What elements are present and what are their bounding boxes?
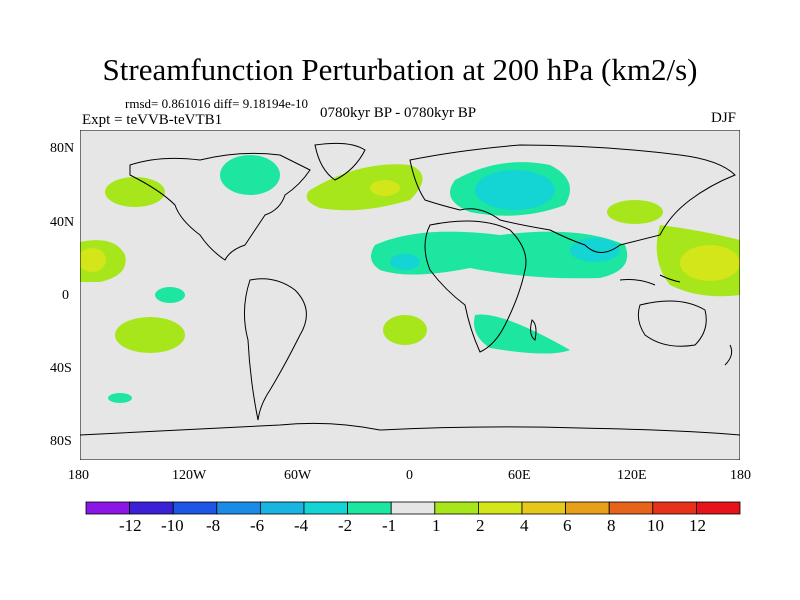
lon-label-60e: 60E (508, 468, 531, 483)
colorbar-box (477, 501, 523, 515)
season-label: DJF (711, 110, 737, 126)
colorbar-box (696, 501, 741, 515)
anomaly-atlantic (306, 164, 423, 211)
lon-label-60w: 60W (284, 468, 312, 483)
experiment-label: Expt = teVVB-teVTB1 (82, 112, 223, 128)
anomaly-eurasia-core (475, 170, 555, 210)
colorbar-box (608, 501, 654, 515)
anomaly-east-asia (607, 200, 663, 224)
lon-label-0: 0 (406, 468, 413, 483)
colorbar-box (303, 501, 348, 515)
colorbar-label: -4 (294, 516, 309, 535)
colorbar-label: 2 (476, 516, 485, 535)
anomaly-east-pacific-core (80, 248, 106, 272)
colorbar-label: 8 (607, 516, 616, 535)
colorbar-label: 1 (432, 516, 441, 535)
map-title: Streamfunction Perturbation at 200 hPa (… (102, 52, 698, 87)
anomaly-west-pacific-core (680, 245, 740, 281)
anomaly-shading (80, 155, 740, 403)
lat-label-80n: 80N (50, 141, 75, 156)
anomaly-tropics-core-west (390, 254, 420, 270)
colorbar-label: -10 (161, 516, 184, 535)
colorbar-label: 10 (647, 516, 664, 535)
period-label: 0780kyr BP - 0780kyr BP (320, 105, 477, 121)
colorbar-label: -8 (206, 516, 221, 535)
colorbar-label: -1 (382, 516, 397, 535)
colorbar-box (259, 501, 305, 515)
lon-label-180e: 180 (730, 468, 751, 483)
colorbar-box (652, 501, 697, 515)
anomaly-south-pacific (155, 287, 185, 303)
colorbar-label: -6 (250, 516, 265, 535)
colorbar-box (390, 501, 436, 515)
anomaly-southern-ocean (108, 393, 132, 403)
colorbar-box (129, 501, 174, 515)
anomaly-atlantic-core (370, 180, 400, 196)
map-panel (80, 130, 740, 460)
anomaly-pacific-north (105, 177, 165, 207)
lat-label-40s: 40S (50, 361, 72, 376)
anomaly-south-pacific-2 (115, 317, 185, 353)
colorbar-box (521, 501, 566, 515)
colorbar-box (565, 501, 610, 515)
colorbar-box (347, 501, 392, 515)
lat-label-80s: 80S (50, 434, 72, 449)
lon-label-120w: 120W (172, 468, 207, 483)
colorbar-box (172, 501, 218, 515)
lon-label-180w: 180 (68, 468, 89, 483)
lat-label-0: 0 (62, 288, 69, 303)
colorbar-label: -12 (119, 516, 142, 535)
colorbar-label: -2 (338, 516, 353, 535)
anomaly-south-africa (474, 314, 570, 354)
stats-text: rmsd= 0.861016 diff= 9.18194e-10 (125, 96, 309, 111)
coastlines (80, 142, 740, 436)
anomaly-tropics (371, 231, 628, 279)
colorbar-label: 4 (520, 516, 529, 535)
colorbar-label: 6 (563, 516, 572, 535)
colorbar-box (85, 501, 130, 515)
lat-label-40n: 40N (50, 215, 75, 230)
colorbar-label: 12 (689, 516, 706, 535)
anomaly-south-atlantic (383, 315, 427, 345)
colorbar-box (434, 501, 479, 515)
anomaly-canada (220, 155, 280, 195)
lon-label-120e: 120E (617, 468, 647, 483)
colorbar-box (216, 501, 261, 515)
